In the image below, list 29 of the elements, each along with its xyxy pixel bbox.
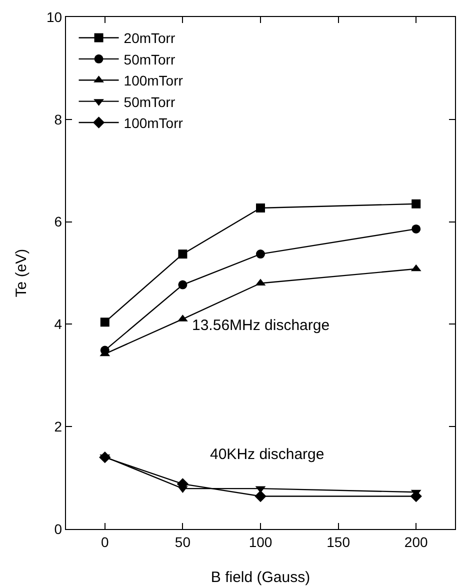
x-tick-label: 100 bbox=[248, 534, 272, 550]
point bbox=[412, 224, 421, 234]
legend-label: 50mTorr bbox=[124, 51, 176, 68]
point bbox=[254, 490, 266, 502]
x-tick-label: 50 bbox=[174, 534, 191, 550]
y-tick-label: 8 bbox=[54, 111, 62, 128]
y-tick-label: 2 bbox=[54, 418, 62, 434]
point bbox=[100, 318, 110, 327]
y-tick-label: 0 bbox=[54, 520, 62, 537]
y-tick-label: 10 bbox=[46, 8, 62, 25]
point bbox=[412, 199, 421, 208]
x-tick-label: 200 bbox=[404, 534, 428, 550]
y-tick-label: 4 bbox=[54, 316, 62, 332]
y-axis-title: Te (eV) bbox=[12, 248, 30, 298]
legend-label: 100mTorr bbox=[124, 114, 184, 131]
y-tick-label: 6 bbox=[54, 214, 62, 230]
annotation: 40KHz discharge bbox=[210, 446, 324, 463]
x-tick-label: 0 bbox=[101, 534, 109, 550]
point bbox=[178, 250, 188, 259]
legend-label: 20mTorr bbox=[124, 30, 176, 46]
point bbox=[178, 280, 188, 290]
point bbox=[99, 451, 111, 464]
legend-label: 50mTorr bbox=[124, 94, 176, 110]
x-tick-label: 150 bbox=[326, 534, 350, 550]
point bbox=[256, 250, 265, 259]
x-axis-title: B field (Gauss) bbox=[210, 569, 310, 586]
legend-label: 100mTorr bbox=[124, 72, 184, 89]
point bbox=[256, 203, 265, 212]
annotation: 13.56MHz discharge bbox=[192, 317, 330, 334]
